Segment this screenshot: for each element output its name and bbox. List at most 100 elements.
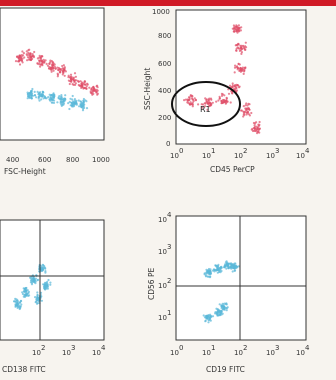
svg-text:10: 10 bbox=[92, 349, 101, 357]
event-point bbox=[197, 103, 200, 106]
svg-text:4: 4 bbox=[305, 344, 310, 352]
event-point bbox=[79, 100, 82, 103]
event-point bbox=[216, 308, 219, 311]
svg-text:2: 2 bbox=[243, 344, 247, 352]
svg-text:10: 10 bbox=[170, 152, 179, 160]
x-tick: 102 bbox=[32, 344, 45, 357]
event-point bbox=[75, 103, 78, 106]
x-tick: 102 bbox=[234, 147, 247, 160]
y-axis-label: SSC-Height bbox=[143, 68, 152, 110]
event-point bbox=[41, 91, 45, 94]
svg-text:10: 10 bbox=[234, 152, 243, 160]
event-point bbox=[225, 267, 228, 270]
event-point bbox=[231, 270, 234, 273]
event-point bbox=[83, 80, 87, 83]
event-point bbox=[58, 95, 61, 98]
event-point bbox=[203, 105, 207, 108]
event-point bbox=[37, 300, 41, 303]
event-point bbox=[215, 100, 218, 103]
event-point bbox=[190, 102, 193, 106]
svg-text:10: 10 bbox=[266, 349, 275, 357]
event-point bbox=[209, 272, 212, 275]
event-point bbox=[57, 68, 60, 71]
event-point bbox=[207, 269, 210, 272]
plot-frame bbox=[0, 7, 105, 141]
x-axis-label: CD138 FITC bbox=[2, 365, 46, 374]
event-point bbox=[71, 100, 75, 103]
event-point bbox=[227, 266, 230, 269]
event-point bbox=[52, 101, 56, 104]
event-point bbox=[17, 60, 20, 63]
event-point bbox=[36, 279, 39, 282]
event-point bbox=[220, 266, 223, 269]
x-tick: 104 bbox=[296, 344, 310, 357]
event-point bbox=[194, 98, 197, 101]
event-point bbox=[28, 294, 31, 297]
event-point bbox=[67, 79, 70, 82]
event-point bbox=[62, 103, 65, 106]
svg-text:4: 4 bbox=[305, 147, 310, 155]
event-point bbox=[233, 269, 236, 272]
event-point bbox=[242, 105, 245, 108]
event-point bbox=[218, 314, 221, 317]
event-point bbox=[77, 80, 80, 83]
event-point bbox=[40, 55, 44, 58]
svg-text:10: 10 bbox=[62, 349, 71, 357]
event-point bbox=[25, 50, 28, 53]
event-point bbox=[86, 82, 89, 85]
event-point bbox=[231, 92, 234, 95]
event-point bbox=[43, 283, 46, 286]
panel-bottom-right: 104 103 102 101 CD56 PE 100 101 102 103 … bbox=[147, 211, 310, 374]
event-point bbox=[220, 310, 223, 313]
svg-text:10: 10 bbox=[158, 282, 167, 290]
event-point bbox=[217, 313, 220, 316]
event-point bbox=[218, 269, 221, 272]
event-point bbox=[77, 99, 80, 102]
event-point bbox=[208, 276, 212, 279]
event-point bbox=[238, 49, 241, 53]
svg-text:4: 4 bbox=[101, 344, 106, 352]
x-tick: 102 bbox=[234, 344, 247, 357]
event-point bbox=[46, 285, 50, 288]
event-point bbox=[68, 100, 71, 103]
event-point bbox=[47, 278, 50, 282]
event-point bbox=[16, 302, 19, 305]
event-point bbox=[35, 96, 38, 99]
event-point bbox=[248, 114, 251, 117]
event-point bbox=[34, 277, 38, 280]
event-point bbox=[30, 283, 34, 286]
event-point bbox=[45, 62, 48, 65]
event-point bbox=[71, 98, 74, 101]
event-point bbox=[49, 66, 53, 70]
event-point bbox=[24, 286, 27, 290]
event-point bbox=[56, 72, 59, 75]
event-point bbox=[184, 98, 187, 101]
event-point bbox=[233, 267, 236, 270]
event-point bbox=[32, 277, 35, 280]
event-point bbox=[243, 66, 246, 69]
x-tick: 100 bbox=[170, 344, 183, 357]
event-point bbox=[225, 97, 228, 100]
event-point bbox=[92, 87, 96, 90]
event-point bbox=[216, 271, 219, 274]
event-point bbox=[16, 304, 19, 307]
event-point bbox=[60, 94, 63, 97]
event-point bbox=[69, 73, 73, 76]
svg-text:4: 4 bbox=[167, 211, 172, 219]
event-point bbox=[218, 303, 221, 306]
event-point bbox=[203, 316, 207, 319]
event-point bbox=[19, 307, 22, 310]
x-tick: 103 bbox=[266, 147, 279, 160]
event-point bbox=[27, 93, 30, 96]
event-point bbox=[204, 97, 207, 100]
event-point bbox=[82, 97, 85, 101]
event-point bbox=[235, 24, 238, 27]
event-point bbox=[33, 279, 37, 282]
event-point bbox=[226, 306, 229, 309]
event-point bbox=[48, 93, 51, 96]
event-point bbox=[42, 283, 45, 286]
event-point bbox=[28, 48, 31, 51]
event-point bbox=[36, 90, 39, 93]
svg-text:1: 1 bbox=[211, 147, 215, 155]
event-point bbox=[57, 66, 61, 70]
